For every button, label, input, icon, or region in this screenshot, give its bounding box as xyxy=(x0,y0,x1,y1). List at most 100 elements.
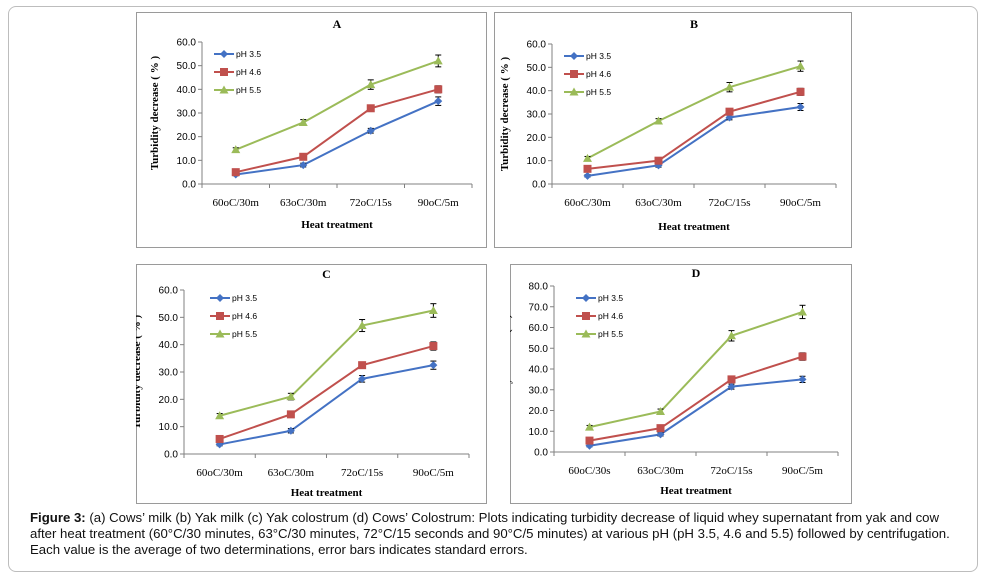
y-axis-label: Turbidity decrease ( % ) xyxy=(499,57,511,172)
y-tick-label: 0.0 xyxy=(182,180,196,191)
chart-panel-c: C 0.0 10.0 20.0 30.0 40.0 50.0 60.0 60oC/30m 63oC… xyxy=(136,264,487,504)
legend-marker xyxy=(220,68,228,76)
data-point xyxy=(727,331,736,340)
series-line xyxy=(219,345,434,440)
series-ph-5-5 xyxy=(231,54,443,154)
series-ph-4-6 xyxy=(231,85,443,177)
y-tick-label: 0.0 xyxy=(532,180,546,191)
data-point xyxy=(654,116,663,125)
figure-frame xyxy=(8,6,978,572)
data-point xyxy=(434,97,443,106)
legend-label: pH 5.5 xyxy=(598,329,623,339)
legend-label: pH 3.5 xyxy=(236,49,261,59)
legend-label: pH 4.6 xyxy=(598,311,623,321)
legend-marker xyxy=(569,87,579,96)
chart-border xyxy=(136,264,487,504)
data-point xyxy=(796,103,805,111)
data-point xyxy=(286,392,296,401)
y-axis-label: Turbidity decrease ( % ) xyxy=(136,315,143,430)
legend-marker xyxy=(581,329,591,338)
data-point xyxy=(798,352,807,361)
chart-title: D xyxy=(692,266,701,280)
data-point xyxy=(366,126,375,135)
data-point xyxy=(796,61,805,70)
y-tick-label: 20.0 xyxy=(177,132,197,143)
data-point xyxy=(583,153,592,162)
series-line xyxy=(219,364,434,446)
series-line xyxy=(235,100,439,176)
data-point xyxy=(656,424,665,433)
legend-label: pH 3.5 xyxy=(232,293,257,303)
series-line xyxy=(219,309,434,417)
chart-border xyxy=(510,264,852,504)
x-tick-label: 90oC/5m xyxy=(413,467,454,479)
x-tick-label: 60oC/30m xyxy=(196,467,243,479)
series-ph-3-5 xyxy=(585,375,807,450)
data-point xyxy=(231,145,241,154)
data-point xyxy=(585,436,594,445)
data-point xyxy=(299,161,308,170)
y-tick-label: 40.0 xyxy=(159,340,179,351)
x-tick-label: 72oC/15s xyxy=(708,197,750,209)
y-tick-label: 10.0 xyxy=(527,156,547,167)
legend-marker xyxy=(582,294,590,302)
data-point xyxy=(231,168,240,177)
y-tick-label: 50.0 xyxy=(529,344,549,355)
legend-marker xyxy=(570,52,578,60)
data-point xyxy=(725,107,734,116)
series-ph-3-5 xyxy=(215,360,438,449)
y-axis-label: Turbidity decrease (%) xyxy=(510,314,513,423)
x-tick-label: 63oC/30m xyxy=(637,465,684,477)
y-tick-label: 20.0 xyxy=(527,133,547,144)
data-point xyxy=(429,342,438,351)
y-tick-label: 40.0 xyxy=(527,86,547,97)
chart-title: B xyxy=(690,17,698,31)
data-point xyxy=(215,434,224,443)
chart-panel-a: A 0.0 10.0 20.0 30.0 40.0 50.0 60.0 60oC/30m 63oC… xyxy=(136,12,487,248)
y-tick-label: 80.0 xyxy=(529,282,549,293)
data-point xyxy=(725,82,734,91)
series-ph-4-6 xyxy=(585,352,807,445)
legend-label: pH 4.6 xyxy=(232,311,257,321)
x-tick-label: 60oC/30m xyxy=(564,197,611,209)
data-point xyxy=(357,321,367,330)
x-axis-label: Heat treatment xyxy=(660,485,732,497)
series-line xyxy=(589,310,803,429)
data-point xyxy=(583,164,592,173)
series-line xyxy=(587,106,801,177)
legend-marker xyxy=(216,294,224,302)
legend-marker xyxy=(570,70,578,78)
caption-text: (a) Cows’ milk (b) Yak milk (c) Yak colo… xyxy=(30,510,950,557)
legend-marker xyxy=(215,329,225,338)
x-axis-label: Heat treatment xyxy=(291,487,363,499)
x-tick-label: 72oC/15s xyxy=(710,465,752,477)
chart-title: C xyxy=(322,267,331,281)
x-tick-label: 60oC/30s xyxy=(568,465,610,477)
x-tick-label: 63oC/30m xyxy=(280,197,327,209)
legend-label: pH 3.5 xyxy=(586,51,611,61)
data-point xyxy=(298,117,308,126)
data-point xyxy=(433,56,443,65)
chart-border xyxy=(494,12,852,248)
legend-label: pH 4.6 xyxy=(586,69,611,79)
legend-marker xyxy=(216,312,224,320)
data-point xyxy=(299,152,308,161)
series-ph-5-5 xyxy=(215,303,438,420)
series-line xyxy=(235,59,439,151)
y-tick-label: 60.0 xyxy=(177,38,197,49)
y-tick-label: 70.0 xyxy=(529,302,549,313)
data-point xyxy=(656,430,665,439)
legend-marker xyxy=(582,312,590,320)
legend-label: pH 5.5 xyxy=(586,87,611,97)
caption-label: Figure 3: xyxy=(30,510,86,525)
data-point xyxy=(585,422,594,431)
y-tick-label: 60.0 xyxy=(159,286,179,297)
chart-a-svg: A 0.0 10.0 20.0 30.0 40.0 50.0 60.0 60oC/30m 63oC… xyxy=(136,12,487,248)
data-point xyxy=(798,307,807,316)
series-line xyxy=(587,90,801,170)
legend-label: pH 5.5 xyxy=(232,329,257,339)
x-tick-label: 63oC/30m xyxy=(635,197,682,209)
chart-title: A xyxy=(333,17,342,31)
figure-caption: Figure 3: (a) Cows’ milk (b) Yak milk (c… xyxy=(30,510,955,558)
y-tick-label: 40.0 xyxy=(177,85,197,96)
